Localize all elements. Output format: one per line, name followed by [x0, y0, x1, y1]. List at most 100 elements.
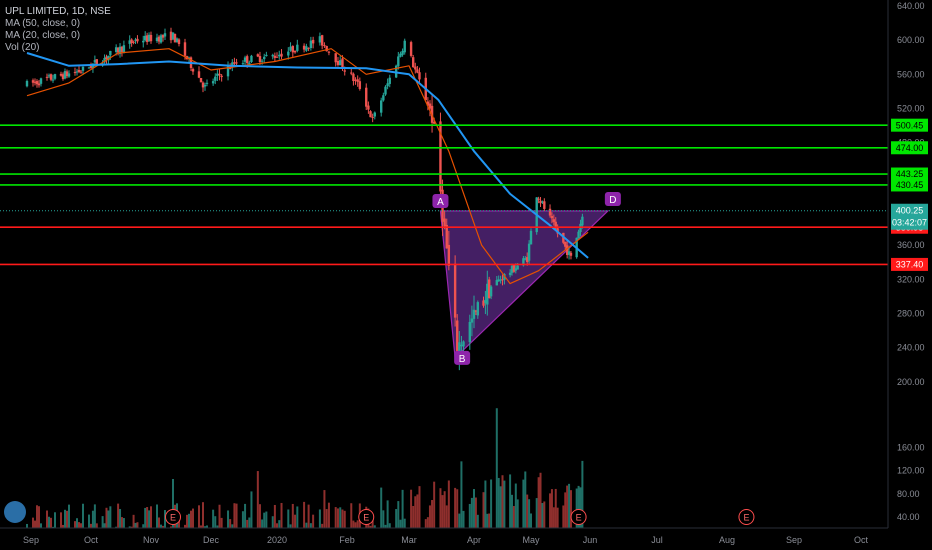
earnings-label: E — [170, 513, 176, 523]
price-tick-label: 560.00 — [897, 69, 925, 79]
candle-body — [183, 42, 187, 56]
volume-bar — [564, 492, 567, 528]
pattern-labels[interactable]: A B D — [432, 191, 621, 365]
candle-body — [548, 208, 552, 216]
candle-body — [311, 39, 315, 44]
tradingview-logo-icon[interactable] — [4, 501, 26, 523]
volume-bar — [80, 523, 82, 528]
candle-body — [287, 51, 290, 56]
volume-bar — [52, 526, 54, 528]
ma50-legend[interactable]: MA (50, close, 0) — [5, 18, 81, 29]
volume-bar — [543, 501, 546, 528]
pattern-label: B — [459, 354, 466, 365]
volume-bar — [325, 509, 328, 528]
earnings-label: E — [363, 513, 369, 523]
candle-body — [136, 38, 139, 42]
horizontal-levels[interactable] — [0, 124, 888, 266]
candle-body — [39, 78, 43, 84]
volume-bar — [172, 479, 174, 528]
volume-bar — [26, 523, 28, 528]
candle-body — [256, 54, 260, 57]
candle-body — [447, 244, 451, 266]
candle-body — [512, 265, 516, 272]
volume-bar — [117, 503, 120, 528]
candle-body — [130, 39, 133, 44]
ma20-legend[interactable]: MA (20, close, 0) — [5, 30, 81, 41]
candle-body — [456, 320, 459, 354]
volume-bar — [128, 526, 131, 528]
volume-bar — [482, 492, 485, 528]
volume-tick-label: 80.00 — [897, 489, 920, 499]
volume-bar — [388, 523, 391, 528]
volume-bar — [192, 508, 194, 528]
candle-body — [49, 74, 53, 80]
candle-body — [37, 83, 41, 86]
candle-body — [501, 279, 504, 281]
candle-body — [565, 245, 569, 255]
volume-bar — [312, 514, 315, 528]
candle-body — [134, 39, 137, 41]
volume-bar — [229, 519, 232, 528]
candle-body — [358, 81, 362, 89]
volume-bar — [499, 486, 502, 528]
candle-body — [235, 62, 238, 64]
candle-body — [472, 309, 476, 319]
volume-bar — [54, 512, 56, 528]
volume-bar — [261, 519, 264, 528]
candle-body — [409, 42, 413, 56]
volume-bar — [186, 514, 188, 528]
candle-body — [371, 116, 374, 118]
volume-bar — [216, 525, 219, 528]
moving-averages — [26, 48, 589, 285]
volume-bar — [233, 503, 236, 528]
volume-legend[interactable]: Vol (20) — [5, 42, 40, 53]
candle-body — [339, 60, 342, 66]
candle-body — [524, 258, 527, 260]
volume-bar — [488, 513, 491, 528]
volume-bar — [188, 513, 190, 528]
candle-body — [543, 201, 546, 209]
candle-body — [552, 219, 556, 222]
volume-bar — [34, 520, 36, 528]
volume-bar — [386, 500, 389, 528]
volume-bar — [148, 510, 151, 528]
volume-bar — [439, 488, 442, 528]
candle-body — [382, 95, 385, 101]
candle-body — [216, 73, 219, 76]
candle-body — [143, 35, 147, 41]
volume-bar — [410, 489, 413, 528]
level-price-tag-bg — [891, 118, 928, 132]
ma50-line — [26, 52, 589, 259]
candle-body — [291, 45, 295, 53]
volume-bar — [146, 507, 149, 528]
candle-body — [120, 46, 124, 52]
candle-body — [35, 81, 39, 85]
candle-body — [489, 286, 493, 297]
volume-bar — [486, 513, 489, 528]
candle-body — [87, 67, 91, 69]
candle-body — [51, 79, 55, 81]
candle-body — [426, 101, 430, 106]
level-price-tag-bg — [891, 141, 928, 155]
candle-body — [432, 122, 436, 124]
candle-body — [293, 50, 297, 53]
volume-bar — [556, 507, 559, 528]
time-tick-label: Aug — [719, 535, 735, 545]
candle-body — [567, 251, 571, 255]
level-price-tag: 443.25 — [896, 169, 924, 179]
candle-body — [541, 201, 544, 203]
candle-body — [187, 57, 191, 59]
candle-body — [460, 344, 463, 347]
volume-bar — [74, 521, 76, 528]
candle-body — [289, 46, 292, 51]
candle-body — [482, 300, 485, 306]
volume-bar — [473, 489, 475, 528]
volume-bar — [522, 479, 525, 528]
volume-bar — [32, 517, 34, 528]
candle-body — [341, 58, 344, 69]
volume-bar — [40, 523, 42, 528]
volume-bar — [334, 507, 337, 528]
chart-legend: UPL LIMITED, 1D, NSE MA (50, close, 0) M… — [5, 6, 111, 54]
